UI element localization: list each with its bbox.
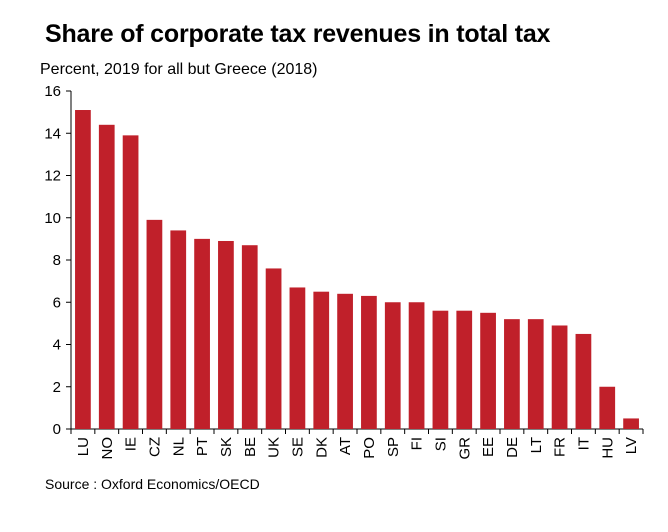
- chart-title: Share of corporate tax revenues in total…: [45, 20, 551, 48]
- y-axis: 0 2 4 6 8 10 12 14 16: [44, 83, 72, 438]
- bar: [599, 386, 616, 429]
- bar: [408, 302, 425, 429]
- bar: [289, 287, 306, 429]
- x-category-label: EE: [480, 437, 497, 457]
- bar: [170, 230, 187, 429]
- bar: [241, 245, 258, 429]
- x-category-label: SI: [432, 437, 449, 451]
- x-axis: [70, 428, 644, 434]
- bar: [218, 240, 234, 429]
- bar: [194, 238, 210, 429]
- x-category-label: SP: [385, 437, 402, 457]
- x-category-label: HU: [599, 437, 616, 459]
- y-tick-label: 0: [53, 421, 61, 438]
- bar: [432, 310, 449, 429]
- y-tick-label: 12: [44, 168, 61, 185]
- x-category-label: AT: [337, 437, 354, 455]
- x-category-label: UK: [266, 437, 283, 458]
- y-tick-label: 6: [53, 294, 61, 311]
- y-tick-label: 10: [44, 210, 61, 227]
- x-category-label: IT: [575, 437, 592, 450]
- x-category-label: LV: [623, 437, 640, 454]
- bar: [98, 124, 115, 430]
- x-category-label: NL: [170, 437, 187, 456]
- bar: [337, 293, 353, 429]
- y-tick-label: 16: [44, 83, 61, 100]
- bar: [146, 219, 163, 429]
- y-tick-label: 14: [44, 125, 61, 142]
- bar: [575, 333, 592, 429]
- y-tick-label: 4: [53, 337, 61, 354]
- bar: [265, 268, 282, 429]
- bar: [456, 310, 473, 429]
- bar: [384, 302, 401, 429]
- bar: [480, 312, 496, 429]
- x-category-label: DE: [504, 437, 521, 458]
- x-category-label: NO: [99, 437, 116, 460]
- bar: [313, 291, 330, 429]
- x-category-label: LT: [528, 437, 545, 453]
- chart-subtitle: Percent, 2019 for all but Greece (2018): [40, 61, 318, 78]
- bar: [122, 135, 139, 430]
- y-tick-label: 2: [53, 379, 61, 396]
- category-labels: LU NO IE CZ NL PT SK BE UK SE DK AT PO SP FI SI GR EE DE LT…: [75, 437, 640, 460]
- bar: [504, 319, 520, 429]
- bar: [551, 325, 568, 429]
- x-category-label: SK: [218, 437, 235, 457]
- bars: [75, 110, 639, 430]
- bar: [623, 418, 639, 429]
- bar: [75, 110, 91, 429]
- x-category-label: FR: [552, 437, 569, 457]
- x-category-label: GR: [456, 437, 473, 460]
- x-category-label: IE: [123, 437, 140, 451]
- x-category-label: FI: [409, 437, 426, 450]
- x-category-label: SE: [289, 437, 306, 457]
- x-category-label: DK: [313, 437, 330, 458]
- source-note: Source : Oxford Economics/OECD: [45, 476, 260, 492]
- x-category-label: PT: [194, 437, 211, 456]
- x-category-label: CZ: [146, 437, 163, 457]
- x-category-label: LU: [75, 437, 92, 456]
- y-tick-label: 8: [53, 252, 61, 269]
- bar: [527, 319, 544, 429]
- bar: [361, 295, 377, 429]
- x-category-label: BE: [242, 437, 259, 457]
- x-category-label: PO: [361, 437, 378, 459]
